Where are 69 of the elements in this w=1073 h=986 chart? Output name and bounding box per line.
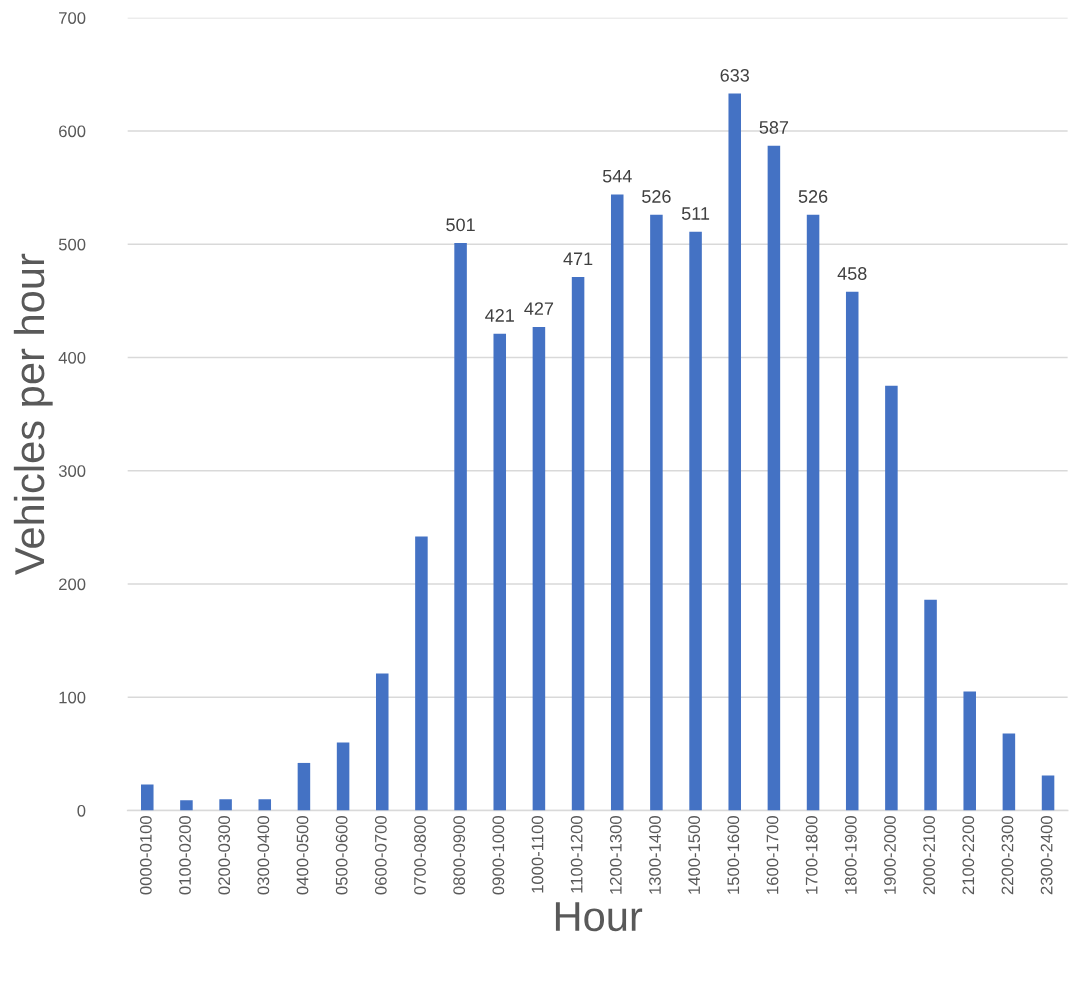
x-tick-label: 1500-1600 (727, 816, 740, 894)
data-label: 501 (446, 218, 475, 232)
x-axis-title: Hour (555, 902, 643, 932)
x-tick-label: 1000-1100 (531, 816, 544, 893)
bar (885, 385, 898, 811)
x-tick-label: 0500-0600 (335, 816, 348, 895)
x-tick-label: 1200-1300 (609, 816, 622, 894)
data-label: 587 (759, 121, 789, 134)
y-tick-label: 100 (59, 691, 86, 704)
x-tick-label: 2300-2400 (1040, 816, 1053, 895)
data-label: 526 (642, 190, 671, 203)
bar (454, 243, 467, 811)
y-axis-title: Vehicles per hour (13, 253, 53, 575)
y-tick-label: 600 (59, 125, 86, 138)
y-tick-label: 0 (77, 804, 86, 817)
bar (963, 691, 976, 811)
bar (728, 93, 741, 811)
x-tick-label: 1400-1500 (688, 816, 701, 894)
x-tick-label: 0100-0200 (179, 816, 191, 895)
y-tick-label: 700 (59, 12, 86, 24)
bar (141, 784, 154, 811)
bar (571, 277, 585, 811)
bar (650, 214, 663, 811)
bar (1002, 733, 1016, 811)
x-tick-label: 1800-1900 (844, 816, 857, 894)
bar (767, 145, 781, 811)
bar (219, 799, 232, 811)
bar (180, 800, 193, 811)
x-tick-label: 0800-0900 (453, 816, 466, 895)
x-tick-label: 0400-0500 (296, 816, 309, 895)
bar (375, 673, 389, 811)
x-tick-label: 0600-0700 (374, 816, 387, 895)
y-tick-label: 500 (58, 238, 86, 251)
data-label: 427 (524, 302, 554, 315)
data-label: 544 (602, 169, 632, 183)
x-tick-label: 2000-2100 (923, 816, 936, 895)
x-tick-label: 0000-0100 (139, 816, 152, 895)
y-tick-label: 300 (58, 465, 86, 477)
x-tick-label: 1300-1400 (649, 816, 661, 894)
data-label: 526 (798, 190, 828, 203)
x-tick-label: 0200-0300 (218, 816, 231, 895)
x-tick-label: 1600-1700 (766, 816, 779, 894)
data-label: 421 (485, 309, 514, 322)
x-tick-label: 0700-0800 (414, 816, 426, 895)
data-label: 511 (681, 207, 710, 220)
bar (336, 742, 350, 811)
bar (297, 762, 311, 811)
x-tick-label: 1100-1200 (570, 816, 583, 893)
y-tick-label: 400 (58, 351, 86, 364)
bar (610, 194, 624, 811)
data-label: 471 (563, 252, 593, 266)
y-tick-label: 200 (59, 578, 86, 591)
data-label: 458 (837, 267, 867, 280)
x-tick-label: 2200-2300 (1001, 816, 1014, 895)
bar (806, 214, 820, 811)
bar (845, 291, 859, 811)
bar (493, 333, 507, 811)
x-tick-label: 1900-2000 (884, 816, 896, 894)
bar (689, 231, 702, 811)
bar (258, 799, 272, 811)
bar (532, 326, 546, 811)
x-tick-label: 0300-0400 (257, 816, 270, 895)
data-label: 633 (720, 68, 750, 82)
x-tick-label: 0900-1000 (492, 816, 505, 895)
bar (415, 536, 428, 811)
bar (924, 599, 937, 811)
bar (1041, 775, 1055, 811)
x-tick-label: 2100-2200 (962, 816, 975, 895)
x-tick-label: 1700-1800 (805, 816, 818, 894)
